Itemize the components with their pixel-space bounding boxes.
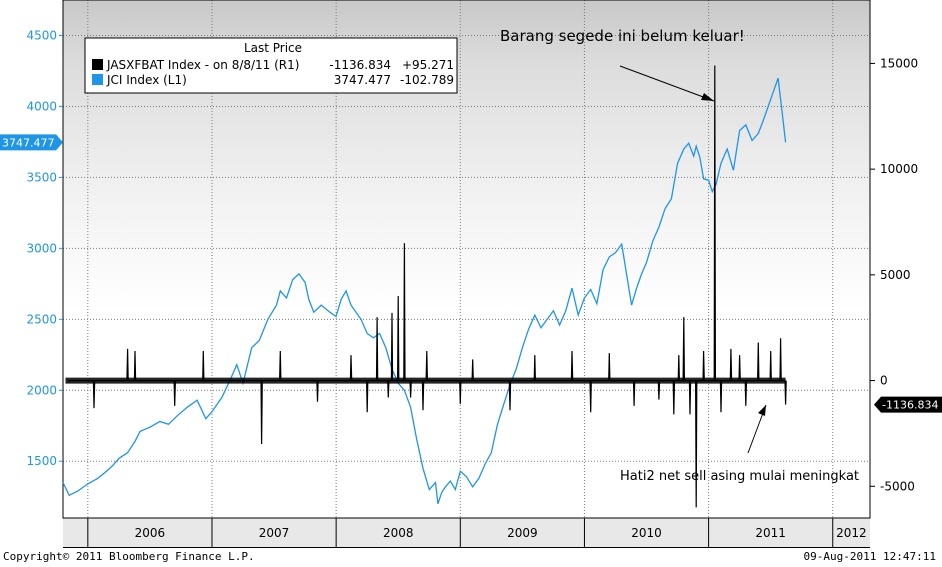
right-tick-label: -5000 [880,479,915,493]
x-tick-label: 2007 [259,526,290,540]
annotation-arrowhead-top [701,93,714,101]
right-last-value-tag [874,396,942,413]
x-tick-label: 2009 [507,526,538,540]
x-tick-label: 2011 [755,526,786,540]
legend-last-value: 3747.477 [334,73,391,87]
timestamp-text: 09-Aug-2011 12:47:11 [803,550,936,563]
legend-box [84,37,458,94]
left-tick-label: 1500 [26,454,57,468]
x-tick-label: 2006 [135,526,166,540]
left-tick-label: 3500 [26,170,57,184]
legend-last-value: -1136.834 [329,58,391,72]
x-axis-band [63,518,870,548]
x-tick-label: 2008 [383,526,414,540]
legend-swatch [92,59,103,70]
plot-frame [62,0,871,519]
legend-change-value: -102.789 [400,73,454,87]
left-tick-label: 4000 [26,99,57,113]
legend-label: JCI Index (L1) [106,73,187,87]
right-tick-label: 10000 [880,162,918,176]
series-line-jasxfbat [68,65,787,508]
left-last-value-label: 3747.477 [2,136,55,149]
x-tick-label: 2012 [836,526,867,540]
left-last-value-tag [0,134,63,151]
left-tick-label: 2500 [26,312,57,326]
annotation-arrow-top [619,65,715,102]
legend-label: JASXFBAT Index - on 8/8/11 (R1) [106,58,299,72]
legend-swatch [92,74,103,85]
chart: 2006 2007 2008 2009 2010 2011 2012 1500 2000 2500… [0,0,942,548]
right-last-value-label: -1136.834 [882,399,938,412]
annotation-text-top: Barang segede ini belum keluar! [500,27,745,45]
left-tick-label: 4500 [26,28,57,42]
left-tick-label: 3000 [26,241,57,255]
annotation-arrowhead-bottom [758,405,766,416]
legend-header: Last Price [244,41,302,55]
right-tick-label: 15000 [880,56,918,70]
x-tick-label: 2010 [631,526,662,540]
copyright-text: Copyright© 2011 Bloomberg Finance L.P. [3,550,255,563]
right-tick-label: 0 [880,374,888,388]
legend-change-value: +95.271 [402,58,454,72]
annotation-text-bottom: Hati2 net sell asing mulai meningkat [620,469,859,484]
left-tick-label: 2000 [26,383,57,397]
series-line-jci [62,77,787,505]
right-tick-label: 5000 [880,268,911,282]
